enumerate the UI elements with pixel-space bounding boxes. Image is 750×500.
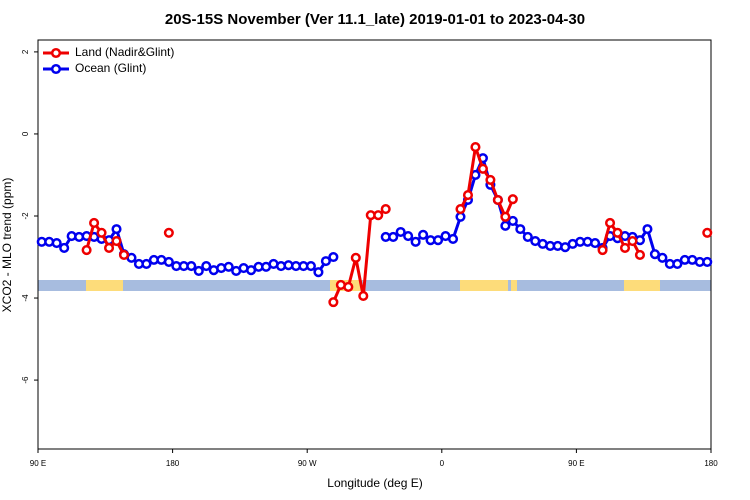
data-point bbox=[507, 194, 518, 205]
x-tick-label: 90 W bbox=[298, 459, 317, 468]
legend-label: Land (Nadir&Glint) bbox=[75, 45, 174, 59]
data-point bbox=[477, 163, 488, 174]
legend-marker bbox=[50, 47, 62, 59]
data-point bbox=[649, 249, 660, 260]
data-point bbox=[193, 265, 204, 277]
data-point bbox=[433, 235, 444, 246]
data-point bbox=[597, 244, 608, 256]
surface-strip bbox=[38, 280, 711, 291]
data-point bbox=[492, 194, 503, 206]
data-point bbox=[96, 227, 107, 238]
data-point bbox=[328, 297, 339, 308]
data-point bbox=[201, 260, 212, 272]
y-tick-label: 0 bbox=[21, 131, 30, 136]
data-point bbox=[619, 242, 631, 254]
data-point bbox=[500, 211, 511, 222]
y-tick-label: -2 bbox=[21, 212, 30, 220]
y-tick-label: 2 bbox=[21, 49, 30, 54]
x-tick-label: 90 E bbox=[30, 459, 46, 468]
y-axis-label: XCO2 - MLO trend (ppm) bbox=[0, 178, 14, 313]
data-point bbox=[313, 267, 324, 278]
data-point bbox=[388, 231, 399, 242]
x-tick-label: 180 bbox=[166, 459, 180, 468]
data-point bbox=[627, 235, 638, 247]
data-point bbox=[343, 281, 354, 293]
data-point bbox=[320, 256, 331, 267]
data-point bbox=[455, 203, 466, 215]
data-point bbox=[455, 211, 466, 222]
data-point bbox=[507, 215, 518, 226]
data-point bbox=[111, 235, 122, 247]
data-point bbox=[51, 238, 62, 249]
data-point bbox=[328, 251, 339, 263]
data-point bbox=[470, 142, 481, 153]
data-point bbox=[672, 258, 683, 270]
data-point bbox=[515, 224, 526, 235]
data-point bbox=[500, 220, 511, 231]
data-point bbox=[223, 261, 234, 272]
x-axis-label: Longitude (deg E) bbox=[327, 476, 422, 490]
x-tick-label: 180 bbox=[704, 459, 718, 468]
data-point bbox=[103, 242, 115, 254]
data-point bbox=[702, 256, 713, 267]
x-tick-label: 0 bbox=[440, 459, 445, 468]
data-point bbox=[305, 260, 316, 272]
data-point bbox=[163, 256, 174, 267]
y-tick-label: -6 bbox=[21, 376, 30, 384]
data-point bbox=[418, 229, 429, 240]
data-point bbox=[447, 233, 459, 245]
data-point bbox=[373, 210, 384, 221]
plot-frame bbox=[37, 39, 712, 450]
data-point bbox=[350, 252, 361, 263]
data-point bbox=[358, 290, 369, 302]
data-point bbox=[111, 224, 122, 235]
data-point bbox=[403, 231, 414, 242]
data-point bbox=[485, 174, 496, 185]
data-point bbox=[118, 249, 130, 261]
y-tick-label: -4 bbox=[21, 294, 30, 302]
data-point bbox=[634, 249, 646, 261]
data-point bbox=[163, 227, 174, 238]
legend-marker bbox=[50, 63, 62, 75]
data-point bbox=[141, 258, 152, 270]
data-point bbox=[522, 231, 533, 242]
data-point bbox=[410, 236, 421, 247]
data-point bbox=[612, 227, 623, 238]
data-point bbox=[642, 224, 653, 235]
data-point bbox=[462, 190, 474, 201]
data-point bbox=[657, 252, 668, 263]
x-tick-label: 90 E bbox=[568, 459, 584, 468]
data-point bbox=[59, 242, 70, 254]
data-point bbox=[81, 244, 92, 256]
data-point bbox=[702, 227, 713, 238]
data-point bbox=[605, 217, 616, 229]
data-point bbox=[590, 238, 601, 249]
data-point bbox=[186, 260, 197, 272]
data-point bbox=[395, 226, 406, 238]
data-point bbox=[89, 217, 100, 229]
data-point bbox=[380, 203, 391, 215]
legend-label: Ocean (Glint) bbox=[75, 61, 146, 75]
chart-title: 20S-15S November (Ver 11.1_late) 2019-01… bbox=[165, 11, 585, 28]
